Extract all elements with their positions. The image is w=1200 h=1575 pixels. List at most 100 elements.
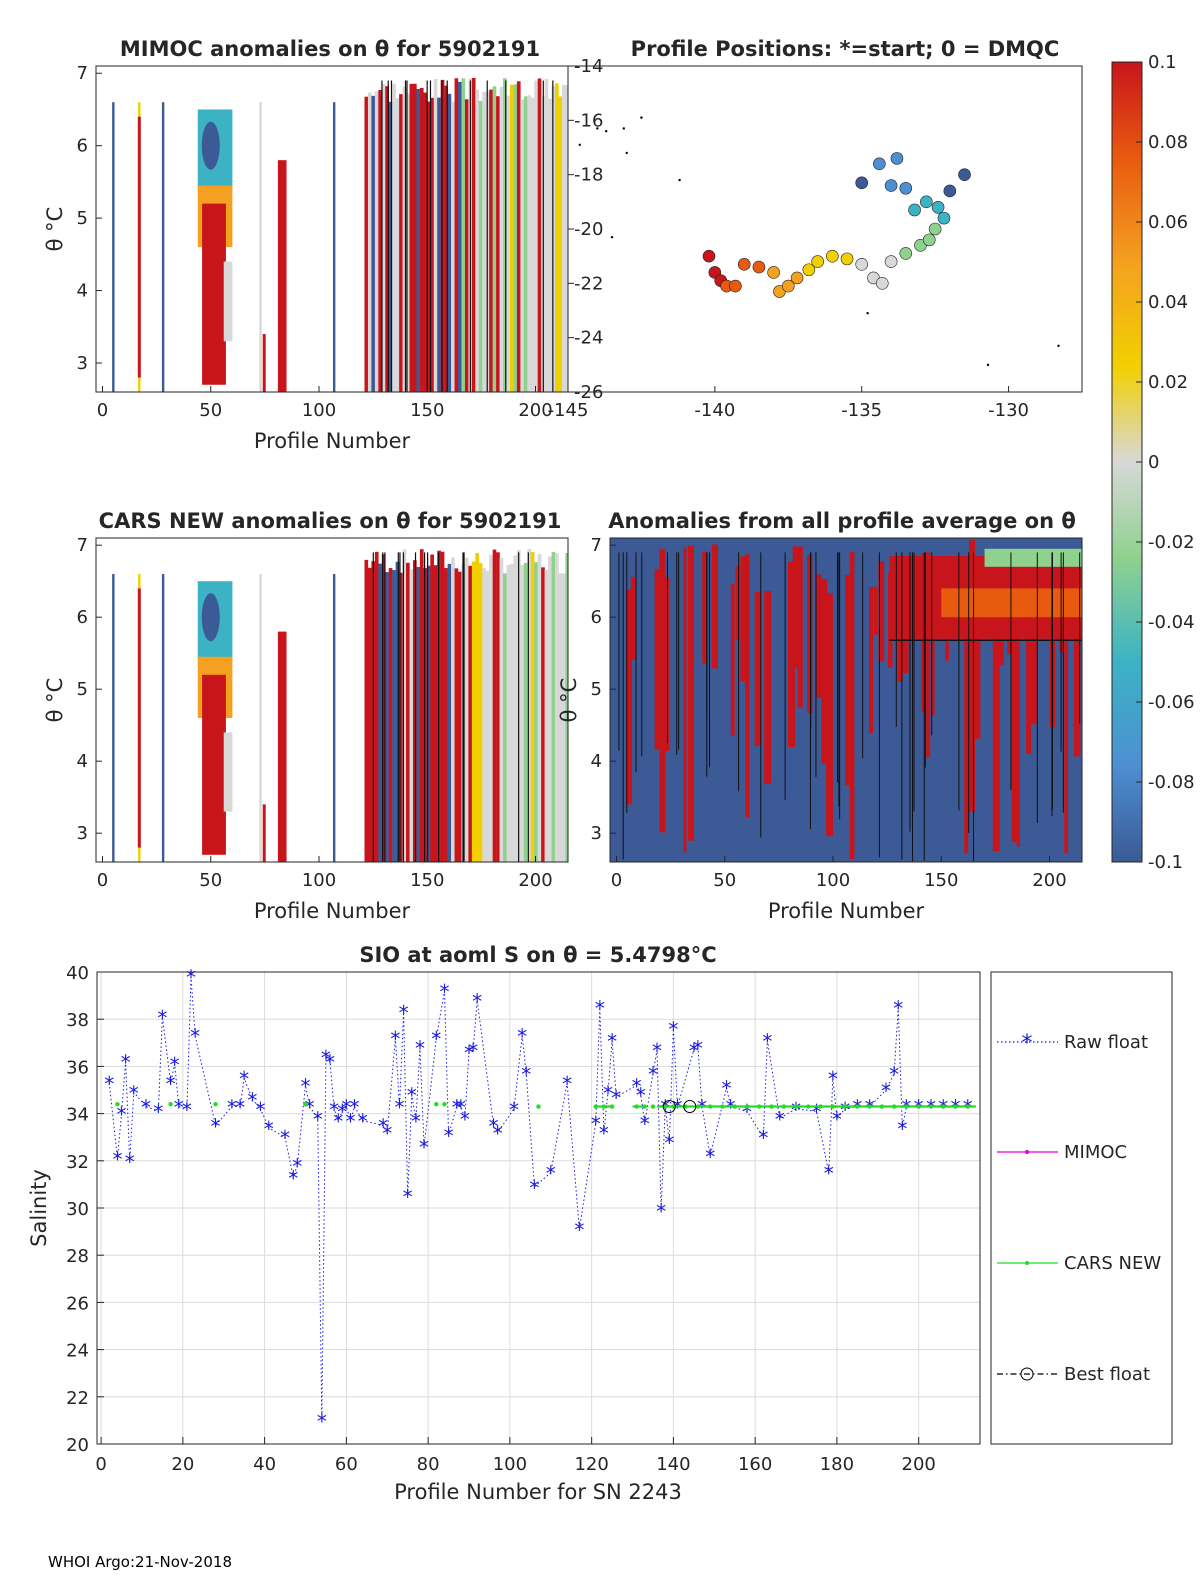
heat-column	[364, 559, 369, 862]
average-ylabel: θ °C	[557, 678, 581, 723]
avg-column	[792, 546, 799, 668]
raw-float-marker: *	[722, 1077, 732, 1101]
raw-float-marker: *	[521, 1062, 531, 1086]
heat-column	[534, 80, 538, 392]
heat-column	[520, 564, 525, 862]
position-point	[884, 255, 898, 268]
salinity-ylabel: Salinity	[27, 1169, 51, 1247]
raw-float-marker: *	[811, 1100, 821, 1124]
raw-float-marker: *	[329, 1098, 339, 1122]
mimoc-ytick-label: 5	[77, 208, 88, 229]
raw-float-marker: *	[456, 1096, 466, 1120]
island-dot	[622, 127, 626, 130]
heat-column	[551, 552, 556, 862]
mimoc-ticks: 0 50 100 150 200 3 4 5 6 7	[77, 63, 553, 421]
avg-band	[941, 588, 1082, 618]
colorbar-tick-label: -0.04	[1148, 612, 1195, 633]
cars-ylabel: θ °C	[43, 678, 67, 723]
heat-column	[378, 563, 383, 862]
raw-float-marker: *	[452, 1096, 462, 1120]
salinity-xtick-label: 60	[335, 1454, 358, 1475]
avg-column	[826, 593, 833, 837]
heat-column	[471, 561, 476, 862]
raw-float-marker: *	[591, 1112, 601, 1136]
cars-new-point	[213, 1101, 218, 1107]
positions-map	[578, 116, 1060, 367]
heat-column	[412, 83, 417, 392]
heat-column	[537, 554, 542, 862]
average-ytick-label: 5	[591, 679, 602, 700]
heat-column	[509, 564, 514, 862]
legend-item-raw-float: * Raw float	[997, 1031, 1148, 1056]
mimoc-xtick-label: 100	[302, 400, 336, 421]
position-point	[943, 184, 957, 198]
mimoc-ytick-label: 6	[77, 136, 88, 157]
heat-column	[534, 562, 538, 862]
position-point	[884, 179, 898, 192]
heat-column	[451, 101, 455, 392]
heat-column	[503, 573, 507, 862]
average-xtick-label: 150	[924, 870, 958, 891]
heat-column	[537, 78, 542, 392]
positions-ytick-label: -14	[574, 56, 603, 77]
legend-item-cars-new: CARS NEW	[997, 1253, 1161, 1274]
raw-float-marker: *	[460, 1107, 470, 1131]
salinity-ytick-label: 24	[66, 1341, 89, 1362]
cars-new-point	[442, 1101, 447, 1107]
heat-column	[464, 99, 469, 392]
raw-float-marker: *	[345, 1110, 355, 1134]
raw-float-marker: *	[407, 1084, 417, 1108]
mimoc-ytick-label: 4	[77, 281, 88, 302]
avg-column	[845, 574, 853, 785]
heat-column	[399, 572, 403, 862]
island-dot	[610, 235, 614, 239]
heat-block	[202, 203, 226, 385]
heat-block	[201, 121, 220, 170]
raw-float-marker: *	[341, 1096, 351, 1120]
raw-float-marker: *	[256, 1098, 266, 1122]
position-point	[729, 279, 742, 293]
legend-item-best-float: Best float	[997, 1364, 1150, 1385]
legend-raw-star: *	[1022, 1031, 1033, 1056]
cars-xtick-label: 50	[199, 870, 222, 891]
position-point	[873, 157, 886, 171]
raw-float-marker: *	[313, 1107, 323, 1131]
island-dot	[596, 127, 599, 130]
mimoc-title: MIMOC anomalies on θ for 5902191	[120, 37, 540, 61]
raw-float-marker: *	[411, 1110, 421, 1134]
avg-column	[1073, 580, 1081, 757]
heat-column	[530, 552, 535, 862]
avg-column	[754, 591, 761, 747]
heat-column	[464, 557, 469, 862]
raw-float-marker: *	[509, 1098, 519, 1122]
position-point	[899, 181, 913, 195]
positions-title: Profile Positions: *=start; 0 = DMQC	[631, 37, 1060, 61]
raw-float-marker: *	[395, 1096, 405, 1120]
raw-float-marker: *	[350, 1096, 360, 1120]
average-ytick-label: 7	[591, 535, 602, 556]
salinity-ytick-label: 36	[66, 1057, 89, 1078]
heat-column	[516, 81, 521, 392]
position-point	[928, 222, 942, 236]
heat-column	[478, 562, 483, 862]
heat-column	[374, 91, 379, 392]
position-point	[855, 176, 869, 190]
legend-best-float-label: Best float	[1064, 1364, 1150, 1385]
raw-float-marker: *	[317, 1409, 327, 1433]
avg-column	[735, 566, 741, 640]
island-dot	[866, 312, 869, 315]
raw-float-marker: *	[640, 1112, 650, 1136]
heat-column	[513, 555, 518, 862]
raw-float-marker: *	[574, 1218, 584, 1242]
position-point	[958, 168, 971, 181]
heat-column	[378, 89, 383, 392]
heat-column	[503, 78, 507, 392]
avg-column	[973, 561, 981, 739]
heat-column	[530, 97, 535, 392]
avg-column	[1026, 574, 1032, 754]
avg-column	[964, 585, 969, 854]
raw-float-marker: *	[288, 1166, 298, 1190]
raw-float-marker: *	[239, 1067, 249, 1091]
heat-column	[496, 96, 500, 392]
avg-column	[659, 548, 666, 833]
